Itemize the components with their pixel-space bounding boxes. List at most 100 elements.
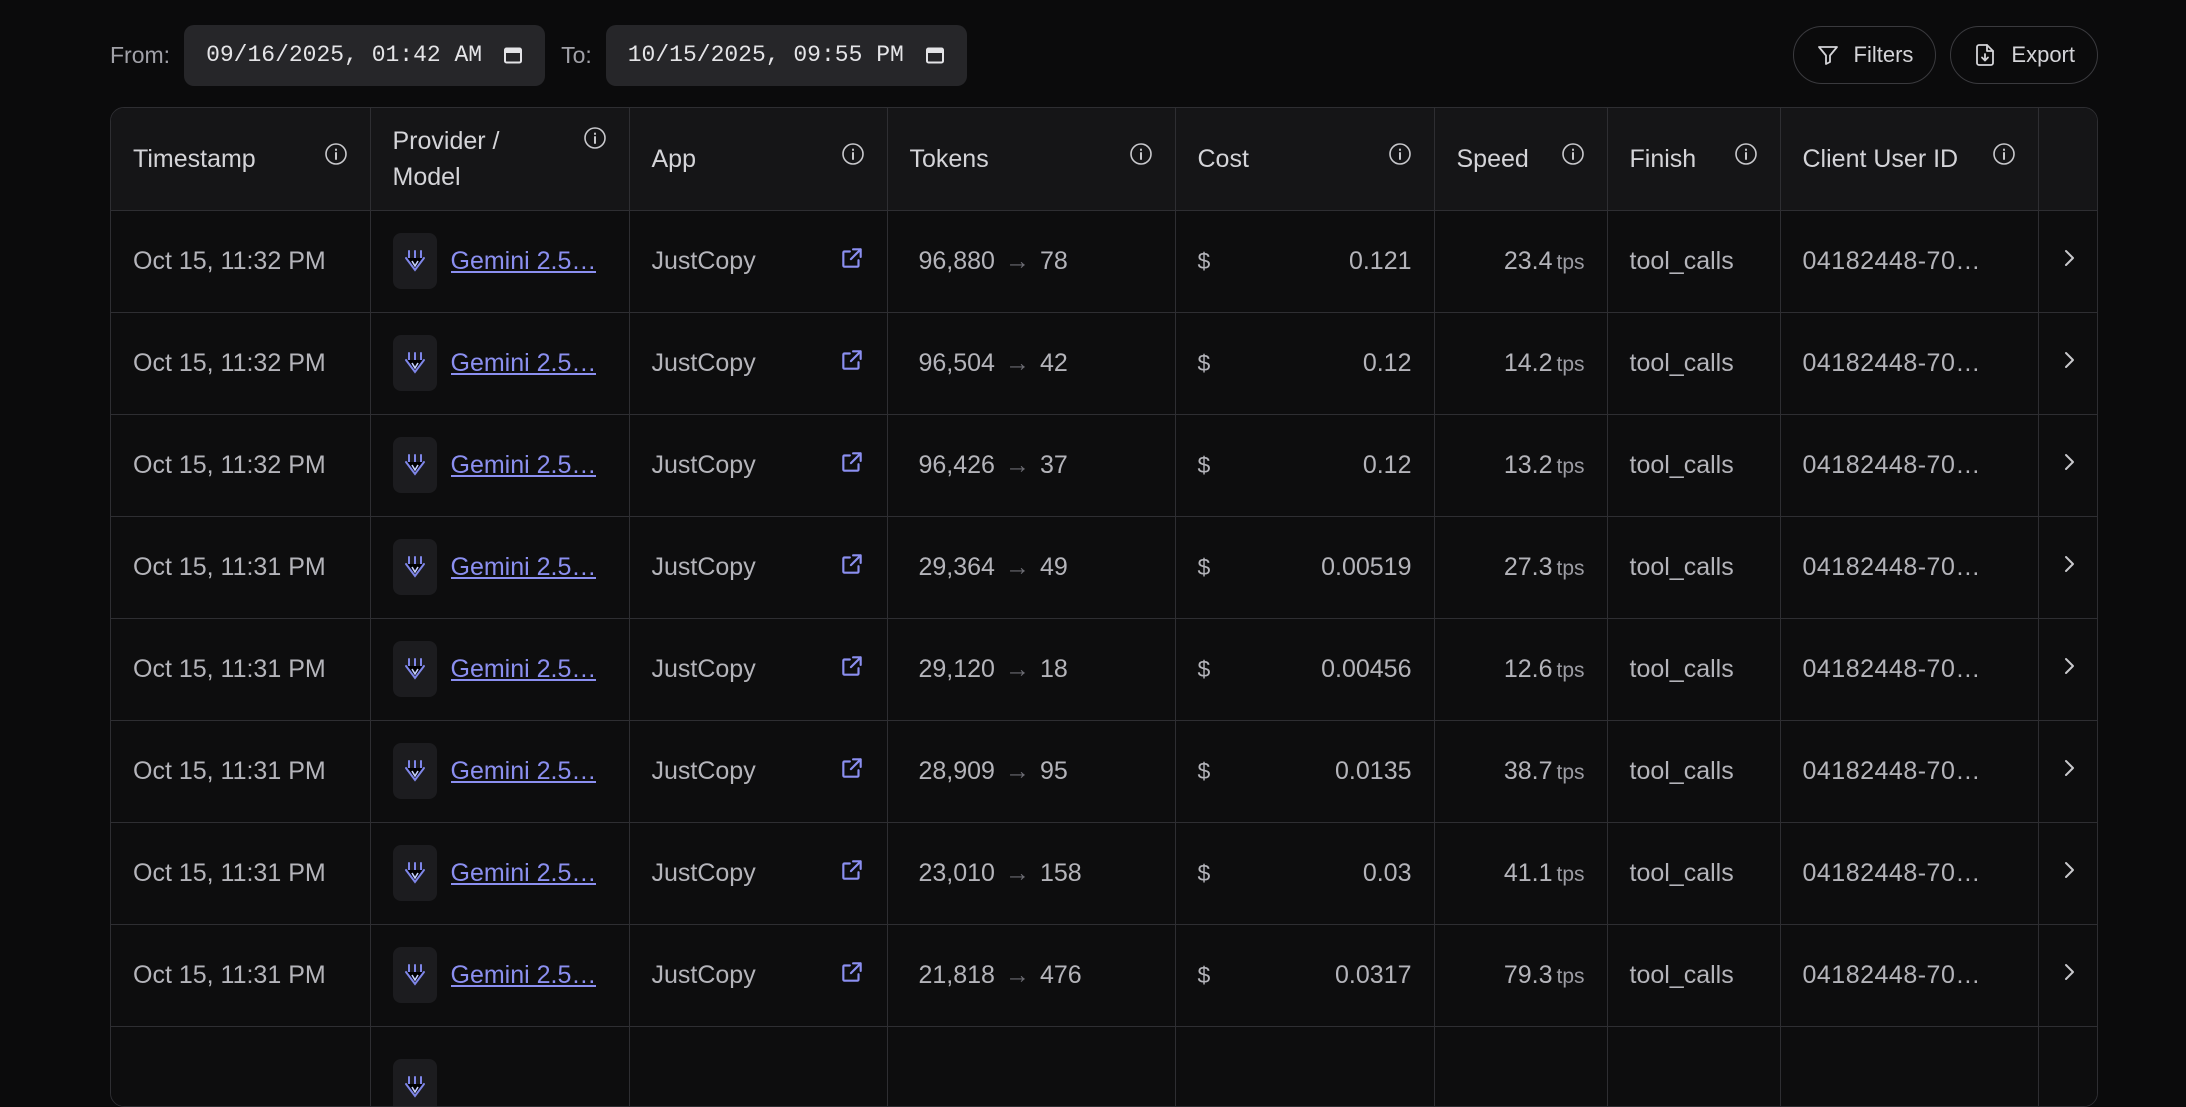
timestamp-cell: Oct 15, 11:31 PM <box>111 924 371 1027</box>
provider-cell: Gemini 2.5… <box>370 924 630 1027</box>
chevron-right-icon[interactable] <box>2057 248 2081 276</box>
col-header-app[interactable]: App <box>629 108 888 211</box>
speed-unit: tps <box>1556 352 1585 376</box>
external-link-icon[interactable] <box>839 449 865 482</box>
currency-symbol: $ <box>1197 553 1211 580</box>
col-header-client-user-id[interactable]: Client User ID <box>1780 108 2039 211</box>
provider-cell: Gemini 2.5… <box>370 210 630 313</box>
info-icon[interactable] <box>324 142 348 166</box>
app-cell: JustCopy <box>629 822 888 925</box>
info-icon[interactable] <box>1734 142 1758 166</box>
chevron-right-icon[interactable] <box>2057 860 2081 888</box>
provider-logo-icon <box>392 233 437 289</box>
timestamp-cell: Oct 15, 11:31 PM <box>111 618 371 721</box>
expand-row-button[interactable] <box>2038 822 2097 925</box>
model-link[interactable]: Gemini 2.5… <box>450 552 597 581</box>
cost-value: 0.12 <box>1362 348 1412 377</box>
speed-unit: tps <box>1556 556 1585 580</box>
col-header-provider[interactable]: Provider / Model <box>370 108 630 211</box>
external-link-icon[interactable] <box>839 959 865 992</box>
external-link-icon[interactable] <box>839 551 865 584</box>
provider-cell: Gemini 2.5… <box>370 720 630 823</box>
table-row[interactable]: Oct 15, 11:31 PM Gemini 2.5… JustCopy 28,90… <box>111 720 2097 823</box>
finish-cell: tool_calls <box>1607 210 1781 313</box>
calendar-icon[interactable] <box>925 45 945 65</box>
expand-row-button[interactable] <box>2038 618 2097 721</box>
from-date-input[interactable]: 09/16/2025, 01:42 AM <box>184 24 546 86</box>
speed-value: 27.3 <box>1503 552 1553 581</box>
tokens-cell: 23,010 → 158 <box>887 822 1176 925</box>
expand-row-button[interactable] <box>2038 210 2097 313</box>
info-icon[interactable] <box>1388 142 1412 166</box>
col-header-tokens[interactable]: Tokens <box>887 108 1176 211</box>
client-user-id-cell: 04182448-70… <box>1780 414 2039 517</box>
table-row[interactable]: Oct 15, 11:31 PM Gemini 2.5… JustCopy 21,81… <box>111 924 2097 1027</box>
filters-button[interactable]: Filters <box>1792 26 1937 84</box>
model-link[interactable]: Gemini 2.5… <box>450 246 597 275</box>
cost-cell: $0.00519 <box>1175 516 1435 619</box>
external-link-icon[interactable] <box>839 857 865 890</box>
expand-row-button[interactable] <box>2038 516 2097 619</box>
tokens-cell: 29,120 → 18 <box>887 618 1176 721</box>
timestamp-cell <box>111 1026 371 1106</box>
currency-symbol: $ <box>1197 859 1211 886</box>
speed-cell: 12.6 tps <box>1434 618 1608 721</box>
tokens-in: 96,426 <box>918 450 995 479</box>
table-row[interactable]: Oct 15, 11:32 PM Gemini 2.5… JustCopy 96,88… <box>111 210 2097 313</box>
info-icon[interactable] <box>841 142 865 166</box>
external-link-icon[interactable] <box>839 755 865 788</box>
chevron-right-icon[interactable] <box>2057 758 2081 786</box>
external-link-icon[interactable] <box>839 653 865 686</box>
chevron-right-icon[interactable] <box>2057 554 2081 582</box>
tokens-in: 21,818 <box>918 960 995 989</box>
tokens-out: 476 <box>1039 960 1082 989</box>
provider-cell <box>370 1026 630 1106</box>
provider-logo-icon <box>392 539 437 595</box>
arrow-icon: → <box>1004 552 1030 581</box>
chevron-right-icon[interactable] <box>2057 962 2081 990</box>
info-icon[interactable] <box>583 126 607 150</box>
speed-cell <box>1434 1026 1608 1106</box>
provider-logo-icon <box>392 437 437 493</box>
model-link[interactable]: Gemini 2.5… <box>450 756 597 785</box>
model-link[interactable]: Gemini 2.5… <box>450 858 597 887</box>
model-link[interactable]: Gemini 2.5… <box>450 654 597 683</box>
table-row[interactable] <box>111 1026 2097 1106</box>
table-row[interactable]: Oct 15, 11:31 PM Gemini 2.5… JustCopy 23,01… <box>111 822 2097 925</box>
expand-row-button[interactable] <box>2038 720 2097 823</box>
cost-value: 0.0135 <box>1335 756 1412 785</box>
col-header-speed[interactable]: Speed <box>1434 108 1608 211</box>
export-button[interactable]: Export <box>1950 26 2098 84</box>
speed-value: 23.4 <box>1503 246 1553 275</box>
chevron-right-icon[interactable] <box>2057 452 2081 480</box>
col-header-label: Timestamp <box>133 144 256 173</box>
chevron-right-icon[interactable] <box>2057 350 2081 378</box>
expand-row-button[interactable] <box>2038 312 2097 415</box>
currency-symbol: $ <box>1197 961 1211 988</box>
expand-row-button[interactable] <box>2038 414 2097 517</box>
table-row[interactable]: Oct 15, 11:31 PM Gemini 2.5… JustCopy 29,36… <box>111 516 2097 619</box>
date-filter-bar: From: 09/16/2025, 01:42 AM To: 10/15/202… <box>110 24 2098 86</box>
external-link-icon[interactable] <box>839 245 865 278</box>
provider-cell: Gemini 2.5… <box>370 312 630 415</box>
expand-row-button[interactable] <box>2038 924 2097 1027</box>
model-link[interactable]: Gemini 2.5… <box>450 348 597 377</box>
to-date-input[interactable]: 10/15/2025, 09:55 PM <box>605 24 967 86</box>
model-link[interactable]: Gemini 2.5… <box>450 450 597 479</box>
tokens-cell <box>887 1026 1176 1106</box>
info-icon[interactable] <box>1992 142 2016 166</box>
table-row[interactable]: Oct 15, 11:32 PM Gemini 2.5… JustCopy 96,50… <box>111 312 2097 415</box>
currency-symbol: $ <box>1197 757 1211 784</box>
col-header-finish[interactable]: Finish <box>1607 108 1781 211</box>
speed-value: 13.2 <box>1503 450 1553 479</box>
info-icon[interactable] <box>1561 142 1585 166</box>
table-row[interactable]: Oct 15, 11:31 PM Gemini 2.5… JustCopy 29,12… <box>111 618 2097 721</box>
external-link-icon[interactable] <box>839 347 865 380</box>
table-row[interactable]: Oct 15, 11:32 PM Gemini 2.5… JustCopy 96,42… <box>111 414 2097 517</box>
calendar-icon[interactable] <box>503 45 523 65</box>
chevron-right-icon[interactable] <box>2057 656 2081 684</box>
info-icon[interactable] <box>1129 142 1153 166</box>
col-header-cost[interactable]: Cost <box>1175 108 1435 211</box>
model-link[interactable]: Gemini 2.5… <box>450 960 597 989</box>
col-header-timestamp[interactable]: Timestamp <box>111 108 371 211</box>
